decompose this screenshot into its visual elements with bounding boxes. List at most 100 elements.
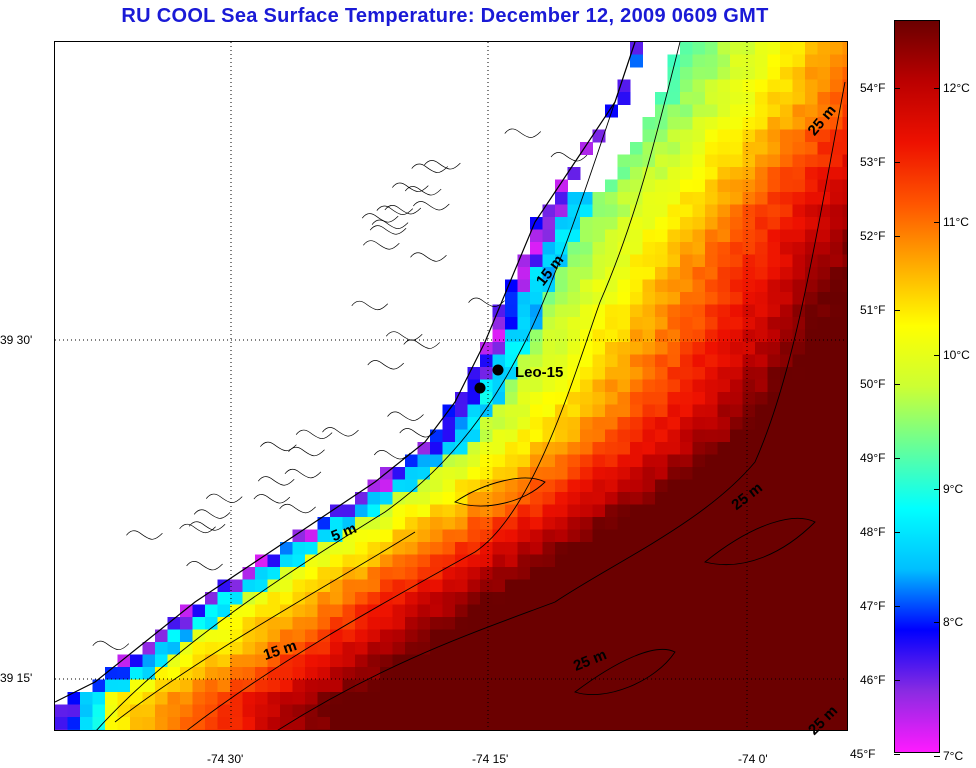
sst-cell <box>617 304 631 318</box>
sst-cell <box>705 79 718 93</box>
sst-cell <box>767 367 781 380</box>
sst-cell <box>130 667 143 680</box>
station-marker[interactable] <box>474 382 486 394</box>
sst-cell <box>467 629 481 643</box>
temperature-colorbar <box>894 20 940 753</box>
sst-cell <box>692 167 706 180</box>
sst-cell <box>392 504 406 518</box>
sst-cell <box>630 292 643 305</box>
sst-cell <box>605 192 618 205</box>
sst-cell <box>617 617 631 630</box>
sst-cell <box>267 554 281 568</box>
sst-cell <box>630 267 643 280</box>
sst-cell <box>705 654 718 668</box>
sst-cell <box>442 729 456 730</box>
sst-cell <box>555 642 568 655</box>
sst-cell <box>655 692 668 705</box>
sst-cell <box>842 429 847 443</box>
sst-cell <box>155 642 168 655</box>
sst-cell <box>780 704 793 718</box>
sst-cell <box>767 179 781 193</box>
marsh-line <box>384 205 422 215</box>
sst-cell <box>330 529 343 543</box>
sst-cell <box>317 729 331 730</box>
sst-cell <box>580 254 593 268</box>
sst-cell <box>742 67 756 80</box>
sst-cell <box>642 729 656 730</box>
sst-cell <box>342 579 356 593</box>
sst-cell <box>492 404 506 418</box>
sst-cell <box>717 692 731 705</box>
sst-cell <box>767 292 781 305</box>
sst-cell <box>642 717 656 730</box>
sst-cell <box>717 304 731 318</box>
sst-cell <box>692 554 706 568</box>
sst-cell <box>692 429 706 443</box>
sst-cell <box>667 154 681 168</box>
sst-cell <box>642 679 656 693</box>
sst-cell <box>730 604 743 618</box>
sst-cell <box>167 629 181 643</box>
sst-cell <box>792 554 806 568</box>
sst-cell <box>780 154 793 168</box>
sst-cell <box>730 92 743 105</box>
sst-cell <box>755 404 768 418</box>
sst-cell <box>742 542 756 555</box>
sst-cell <box>367 617 381 630</box>
sst-cell <box>642 604 656 618</box>
sst-cell <box>767 729 781 730</box>
sst-cell <box>542 342 556 355</box>
sst-map[interactable] <box>54 41 848 731</box>
sst-cell <box>355 517 368 530</box>
sst-cell <box>530 392 543 405</box>
sst-cell <box>830 667 843 680</box>
sst-cell <box>530 267 543 280</box>
sst-cell <box>542 642 556 655</box>
marsh-line <box>376 205 414 215</box>
sst-cell <box>680 379 693 393</box>
sst-cell <box>380 492 393 505</box>
sst-cell <box>505 717 518 730</box>
sst-cell <box>630 142 643 155</box>
sst-cell <box>542 429 556 443</box>
sst-cell <box>530 254 543 268</box>
sst-cell <box>392 679 406 693</box>
sst-cell <box>780 342 793 355</box>
sst-cell <box>692 354 706 368</box>
sst-cell <box>842 242 847 255</box>
sst-cell <box>517 392 531 405</box>
sst-cell <box>605 329 618 343</box>
sst-cell <box>542 504 556 518</box>
station-leo15-marker[interactable] <box>492 364 504 376</box>
sst-cell <box>442 504 456 518</box>
sst-cell <box>730 692 743 705</box>
sst-cell <box>305 642 318 655</box>
sst-cell <box>705 579 718 593</box>
sst-cell <box>755 167 768 180</box>
sst-cell <box>592 329 606 343</box>
sst-cell <box>205 729 218 730</box>
sst-cell <box>580 667 593 680</box>
sst-cell <box>242 704 256 718</box>
sst-cell <box>605 367 618 380</box>
sst-cell <box>655 592 668 605</box>
sst-cell <box>280 604 293 618</box>
sst-cell <box>655 579 668 593</box>
sst-cell <box>542 379 556 393</box>
sst-cell <box>717 67 731 80</box>
sst-cell <box>517 629 531 643</box>
sst-cell <box>405 692 418 705</box>
colorbar-tick <box>894 162 900 163</box>
sst-cell <box>717 217 731 230</box>
sst-cell <box>655 629 668 643</box>
marsh-line <box>550 152 588 162</box>
sst-cell <box>567 692 581 705</box>
sst-cell <box>655 242 668 255</box>
sst-cell <box>667 479 681 493</box>
sst-cell <box>655 404 668 418</box>
sst-cell <box>717 567 731 580</box>
sst-cell <box>342 604 356 618</box>
sst-cell <box>280 642 293 655</box>
sst-cell <box>205 654 218 668</box>
sst-cell <box>767 567 781 580</box>
